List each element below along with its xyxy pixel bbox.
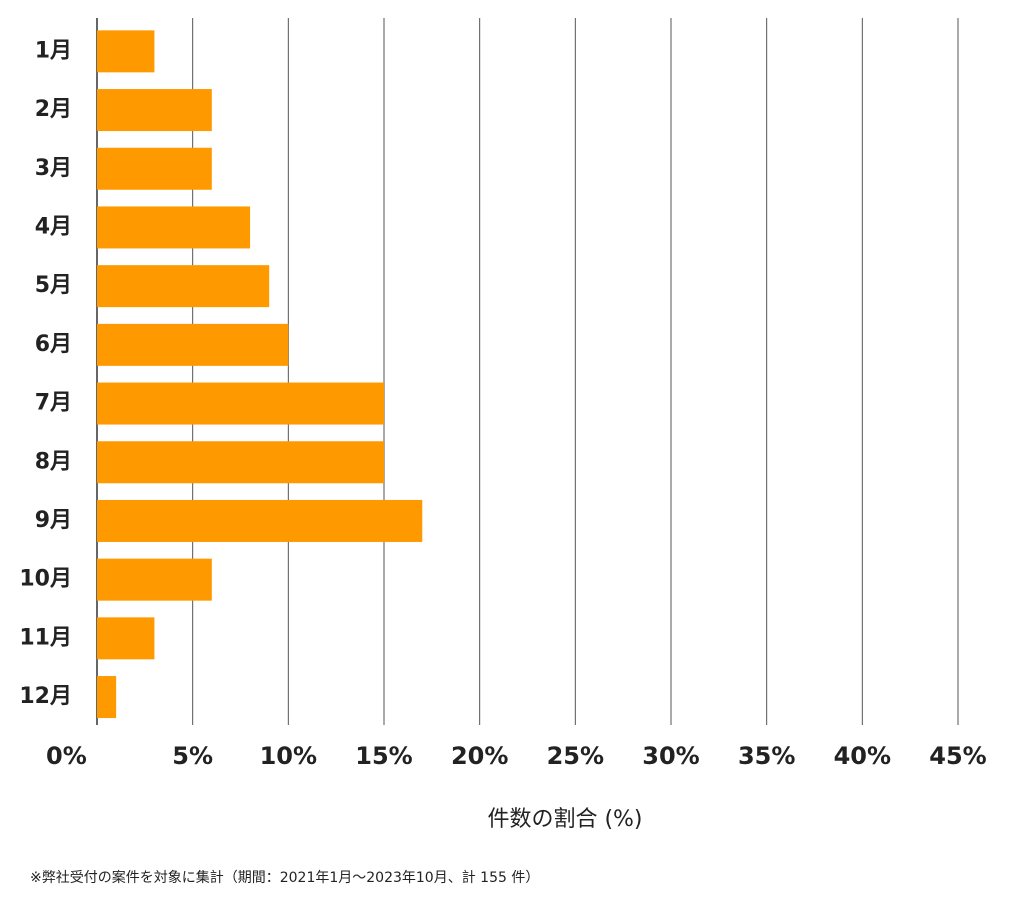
bar xyxy=(97,147,212,190)
y-tick-label: 2月 xyxy=(35,97,72,122)
y-tick-label: 5月 xyxy=(35,273,72,298)
y-tick-label: 10月 xyxy=(19,567,72,592)
y-tick-label: 9月 xyxy=(35,508,72,533)
bar xyxy=(97,617,155,660)
x-axis-title: 件数の割合 (%) xyxy=(487,807,642,832)
x-tick-label: 10% xyxy=(260,742,317,770)
bar xyxy=(97,265,270,308)
bar xyxy=(97,441,384,484)
x-tick-label: 5% xyxy=(172,742,213,770)
bar xyxy=(97,499,423,542)
bar xyxy=(97,206,251,249)
x-tick-label: 25% xyxy=(547,742,604,770)
y-tick-label: 6月 xyxy=(35,332,72,357)
y-tick-label: 11月 xyxy=(19,625,72,650)
bar xyxy=(97,323,289,366)
y-tick-label: 8月 xyxy=(35,449,72,474)
y-tick-label: 7月 xyxy=(35,391,72,416)
x-tick-label: 20% xyxy=(451,742,508,770)
bar xyxy=(97,558,212,601)
y-tick-label: 12月 xyxy=(19,684,72,709)
footnote: ※弊社受付の案件を対象に集計（期間：2021年1月～2023年10月、計 155… xyxy=(30,869,539,886)
x-tick-label: 30% xyxy=(642,742,699,770)
x-tick-label: 40% xyxy=(834,742,891,770)
bar xyxy=(97,89,212,132)
y-tick-label: 3月 xyxy=(35,156,72,181)
y-tick-label: 4月 xyxy=(35,214,72,239)
y-tick-label: 1月 xyxy=(35,38,72,63)
bar xyxy=(97,676,117,719)
x-tick-label: 45% xyxy=(929,742,986,770)
x-tick-label: 35% xyxy=(738,742,795,770)
x-tick-label: 0% xyxy=(46,742,87,770)
bar xyxy=(97,382,384,425)
x-tick-label: 15% xyxy=(355,742,412,770)
bar xyxy=(97,30,155,73)
